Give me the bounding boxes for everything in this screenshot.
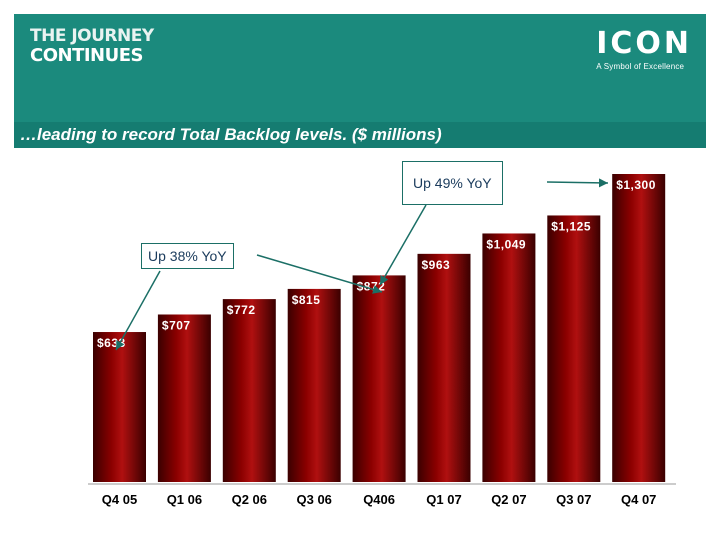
bar-6	[482, 233, 536, 482]
bar-value-label-2: $772	[227, 303, 256, 317]
bar-4	[352, 275, 406, 482]
x-tick-label-7: Q3 07	[556, 492, 591, 507]
bar-8	[612, 174, 666, 482]
x-tick-label-2: Q2 06	[232, 492, 267, 507]
x-tick-label-6: Q2 07	[491, 492, 526, 507]
bar-0	[93, 332, 146, 482]
journey-title: THE JOURNEY CONTINUES	[30, 26, 154, 66]
header-banner	[14, 14, 706, 122]
callout-38-arrow-left	[115, 270, 161, 351]
bar-value-label-8: $1,300	[616, 178, 656, 192]
company-logo: ICON A Symbol of Excellence	[596, 26, 692, 72]
bar-1	[157, 314, 211, 482]
bar-value-label-3: $815	[292, 293, 321, 307]
x-tick-label-0: Q4 05	[102, 492, 137, 507]
callout-49-arrow-left	[379, 204, 427, 286]
x-tick-label-1: Q1 06	[167, 492, 202, 507]
bar-value-label-5: $963	[422, 258, 451, 272]
bar-7	[547, 215, 601, 482]
x-tick-label-3: Q3 06	[296, 492, 331, 507]
bar-value-label-7: $1,125	[551, 219, 591, 233]
callout-49-arrow-right	[546, 178, 609, 188]
slide-subtitle: …leading to record Total Backlog levels.…	[20, 125, 442, 144]
journey-title-line1: THE JOURNEY	[30, 26, 154, 46]
journey-title-line2: CONTINUES	[30, 45, 143, 66]
logo-tagline: A Symbol of Excellence	[596, 62, 685, 71]
bar-value-label-1: $707	[162, 318, 191, 332]
bar-3	[287, 288, 341, 482]
bar-value-label-0: $633	[97, 336, 126, 350]
callout-up-38: Up 38% YoY	[141, 243, 234, 269]
x-tick-label-8: Q4 07	[621, 492, 656, 507]
x-tick-label-5: Q1 07	[426, 492, 461, 507]
callout-38-arrow-right	[256, 254, 383, 294]
x-tick-label-4: Q406	[363, 492, 395, 507]
bar-5	[417, 253, 471, 482]
subtitle-bar: …leading to record Total Backlog levels.…	[14, 122, 706, 148]
bar-value-label-6: $1,049	[486, 237, 526, 251]
callout-up-49: Up 49% YoY	[402, 161, 503, 205]
logo-wordmark: ICON	[596, 26, 692, 61]
bar-2	[222, 299, 276, 482]
